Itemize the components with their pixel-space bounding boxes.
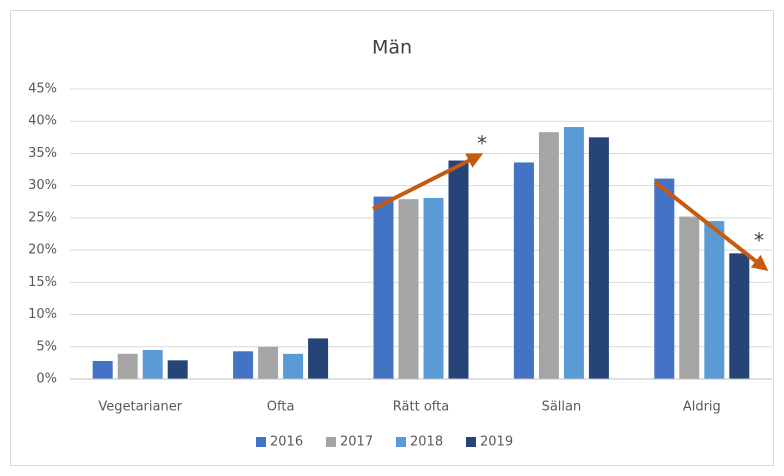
bar — [398, 199, 419, 379]
y-tick-label: 10% — [28, 307, 57, 322]
bar — [167, 360, 188, 379]
x-tick-label: Ofta — [267, 400, 295, 415]
bar — [588, 137, 609, 379]
bar — [308, 338, 329, 379]
legend-label: 2017 — [340, 435, 373, 450]
y-tick-label: 40% — [28, 114, 57, 129]
bar — [92, 360, 113, 379]
trend-arrow — [653, 180, 769, 271]
trend-arrow — [372, 153, 484, 211]
y-tick-label: 20% — [28, 243, 57, 258]
bar — [704, 221, 725, 379]
bar — [563, 127, 584, 380]
bar — [423, 197, 444, 379]
y-tick-label: 0% — [36, 372, 57, 387]
bar — [448, 160, 469, 379]
legend-swatch — [396, 437, 406, 447]
x-tick-label: Vegetarianer — [98, 400, 182, 415]
x-tick-label: Rätt ofta — [393, 400, 449, 415]
legend-label: 2019 — [480, 435, 513, 450]
bar — [283, 353, 304, 379]
y-tick-label: 45% — [28, 82, 57, 97]
bar — [233, 351, 254, 379]
y-tick-label: 15% — [28, 275, 57, 290]
y-tick-label: 35% — [28, 146, 57, 161]
legend-label: 2016 — [270, 435, 303, 450]
plot: 0% 5% 10% 15% 20% 25% 30% 35% 40% 45% Vegetarianer… — [28, 82, 772, 450]
bar — [679, 216, 700, 379]
bar — [373, 196, 394, 379]
legend-label: 2018 — [410, 435, 443, 450]
y-tick-label: 25% — [28, 210, 57, 225]
x-tick-label: Sällan — [542, 400, 582, 415]
bar — [513, 162, 534, 379]
legend-swatch — [256, 437, 266, 447]
legend-swatch — [326, 437, 336, 447]
bar — [258, 346, 279, 379]
bar — [142, 350, 163, 379]
chart-title: Män — [372, 37, 412, 59]
bar — [654, 178, 675, 379]
y-tick-label: 5% — [36, 339, 57, 354]
x-tick-label: Aldrig — [683, 400, 721, 415]
annotation: * — [477, 132, 487, 156]
y-tick-label: 30% — [28, 178, 57, 193]
bar — [729, 253, 750, 379]
bar — [117, 353, 138, 379]
bar — [538, 132, 559, 379]
legend-swatch — [466, 437, 476, 447]
annotation: * — [754, 229, 764, 253]
